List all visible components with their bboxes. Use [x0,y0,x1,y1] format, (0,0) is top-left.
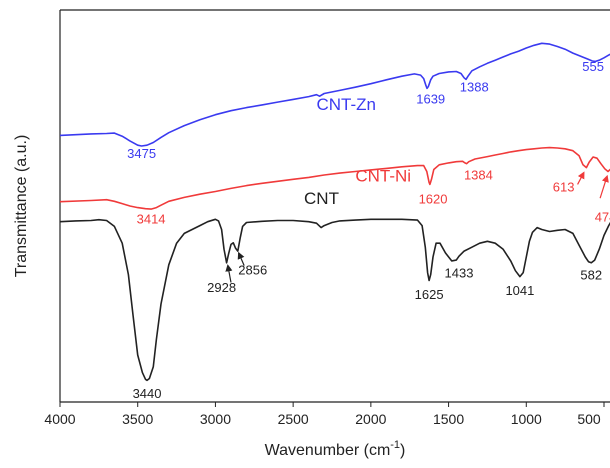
series-name-label: CNT-Zn [316,95,376,114]
series-line [59,42,610,147]
peak-arrow [225,264,233,283]
x-tick-label: 4000 [44,411,75,427]
x-tick-label: 500 [577,411,601,427]
x-tick-label: 3000 [200,411,231,427]
peak-label: 582 [580,268,602,283]
peak-label: 1620 [419,191,448,206]
x-axis-title-suffix: ) [400,442,405,459]
series-cnt-zn: CNT-Zn 3475 1639 1388 555 [59,42,610,161]
peak-label: 1388 [460,80,489,95]
peak-label: 3414 [137,212,166,227]
x-tick-label: 2000 [355,411,386,427]
peak-label: 2928 [207,280,236,295]
peak-label: 474 [595,209,610,224]
x-tick-label: 2500 [278,411,309,427]
peak-label: 3440 [133,386,162,401]
series-name-label: CNT [304,189,339,208]
series-layer: CNT-Zn 3475 1639 1388 555 CNT-Ni 3414 1620 1384 6… [59,42,610,401]
peak-label: 1625 [415,287,444,302]
peak-arrow [577,171,585,185]
x-axis-title-main: Wavenumber (cm [265,442,391,459]
peak-label: 1041 [505,283,534,298]
series-cnt-ni: CNT-Ni 3414 1620 1384 613 474 [59,146,610,227]
peak-arrow [599,174,609,199]
series-line [59,218,610,382]
peak-label: 2856 [238,263,267,278]
peak-label: 613 [553,179,575,194]
peak-label: 1639 [416,91,445,106]
x-tick-label: 3500 [122,411,153,427]
x-axis-title: Wavenumber (cm-1) [265,439,406,459]
x-ticks: 4000 3500 3000 2500 2000 1500 1000 500 [44,402,605,427]
peak-arrow [237,251,245,266]
peak-label: 3475 [127,146,156,161]
y-axis-title: Transmittance (a.u.) [13,135,30,278]
peak-label: 1433 [445,265,474,280]
peak-label: 555 [582,59,604,74]
x-tick-label: 1000 [511,411,542,427]
peak-label: 1384 [464,168,493,183]
series-line [59,146,610,210]
x-tick-label: 1500 [433,411,464,427]
series-name-label: CNT-Ni [355,166,411,185]
x-axis-title-superscript: -1 [390,439,400,451]
